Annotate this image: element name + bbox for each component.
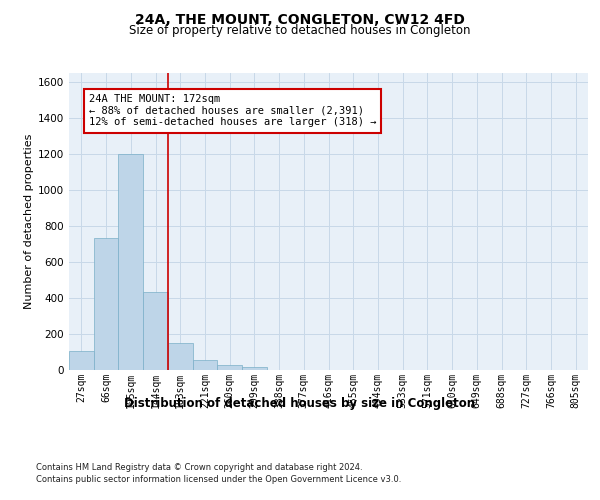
Bar: [242, 368, 267, 370]
Bar: [69, 351, 94, 370]
Bar: [193, 360, 217, 370]
Text: Contains public sector information licensed under the Open Government Licence v3: Contains public sector information licen…: [36, 475, 401, 484]
Text: 24A, THE MOUNT, CONGLETON, CW12 4FD: 24A, THE MOUNT, CONGLETON, CW12 4FD: [135, 12, 465, 26]
Bar: [168, 343, 193, 370]
Y-axis label: Number of detached properties: Number of detached properties: [24, 134, 34, 309]
Text: Contains HM Land Registry data © Crown copyright and database right 2024.: Contains HM Land Registry data © Crown c…: [36, 462, 362, 471]
Bar: [217, 364, 242, 370]
Bar: [143, 292, 168, 370]
Text: Size of property relative to detached houses in Congleton: Size of property relative to detached ho…: [129, 24, 471, 37]
Bar: [118, 154, 143, 370]
Bar: [94, 238, 118, 370]
Text: Distribution of detached houses by size in Congleton: Distribution of detached houses by size …: [124, 398, 476, 410]
Text: 24A THE MOUNT: 172sqm
← 88% of detached houses are smaller (2,391)
12% of semi-d: 24A THE MOUNT: 172sqm ← 88% of detached …: [89, 94, 376, 128]
